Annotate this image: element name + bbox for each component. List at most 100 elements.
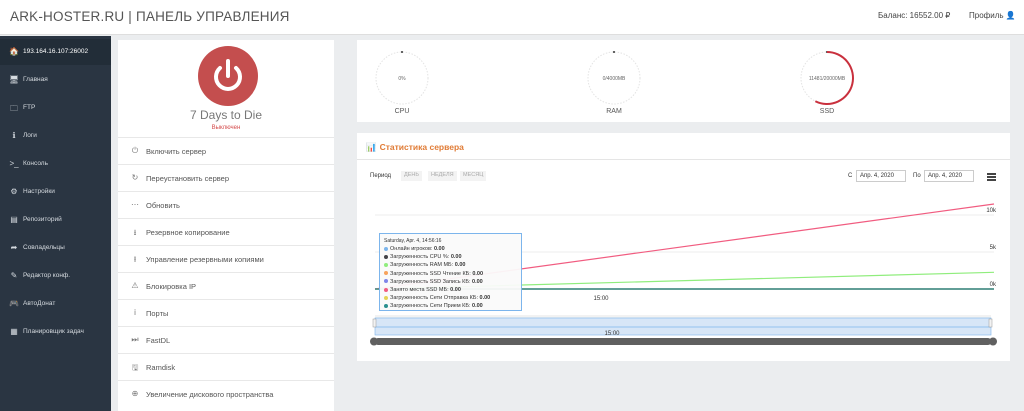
tooltip-series-name: Загруженность Сети Прием КБ [390, 303, 469, 310]
gears-icon: ⚙ [10, 187, 18, 196]
tooltip-separator: : [430, 246, 434, 252]
action-label: Блокировка IP [146, 282, 197, 291]
sidebar-item[interactable]: 🎮 АвтоДонат [0, 291, 111, 317]
action-item[interactable]: ⏻ Включить сервер [118, 137, 334, 164]
sidebar-item-label: Настройки [23, 188, 55, 195]
resource-gauges-panel: 0% CPU 0/4000MB RAM 11481/20000MB SSD [357, 40, 1010, 122]
navigator-label: 15:00 [604, 331, 620, 337]
gauge-ssd: 11481/20000MB [797, 48, 857, 108]
tooltip-value: 0.00 [450, 287, 461, 294]
sidebar-item-label: Главная [23, 76, 48, 83]
action-label: Включить сервер [146, 147, 207, 156]
save-icon: 🖫 [131, 363, 139, 372]
server-status: Выключен [211, 125, 241, 131]
chart-tooltip: Saturday, Apr. 4, 14:56:16 Онлайн игроко… [379, 233, 522, 311]
monitor-icon: 🖥 [9, 75, 20, 84]
gauge-label: CPU [394, 108, 410, 115]
sidebar-item[interactable]: 🖥 Главная [0, 67, 111, 93]
series-color-dot [384, 246, 388, 251]
tooltip-row: Занято места SSD МБ: 0.00 [384, 286, 517, 294]
hdd-icon: ▤ [10, 215, 18, 224]
action-item[interactable]: ⚠ Блокировка IP [118, 272, 334, 299]
action-label: Увеличение дискового пространства [146, 390, 274, 399]
action-item[interactable]: ⊕ Увеличение дискового пространства [118, 380, 334, 407]
action-item[interactable]: ⭳ Резервное копирование [118, 218, 334, 245]
action-item[interactable]: ⏭ FastDL [118, 326, 334, 353]
sidebar-item[interactable]: ⚙ Настройки [0, 179, 111, 205]
tooltip-separator: : [447, 287, 451, 294]
sidebar-item[interactable]: 🏠 193.164.16.107:26002 [0, 39, 111, 65]
scrollbar-right-button [989, 337, 997, 346]
from-date-input[interactable]: Апр. 4, 2020 [856, 170, 906, 182]
tooltip-separator: : [468, 303, 473, 310]
sidebar-item-label: Репозиторий [23, 216, 62, 223]
gauge-fill-arc [814, 51, 854, 105]
series-color-dot [384, 271, 388, 276]
profile-link[interactable]: Профиль 👤 [969, 11, 1016, 20]
action-label: FastDL [146, 336, 171, 345]
tooltip-row: Загруженность SSD Запись КБ: 0.00 [384, 278, 517, 286]
period-day-button[interactable]: ДЕНЬ [401, 171, 422, 181]
y-tick-label: 10k [986, 208, 997, 214]
download-icon: ⭳ [133, 228, 137, 237]
tooltip-row: Загруженность CPU %: 0.00 [384, 253, 517, 261]
brand-title[interactable]: ARK-HOSTER.RU | ПАНЕЛЬ УПРАВЛЕНИЯ [10, 9, 290, 24]
tooltip-value: 0.00 [450, 254, 462, 261]
sidebar-item[interactable]: >_ Консоль [0, 151, 111, 177]
action-label: Обновить [146, 201, 180, 210]
scrollbar-left-button [370, 337, 378, 346]
period-month-button[interactable]: МЕСЯЦ [460, 171, 487, 181]
tooltip-series-name: Онлайн игроков [390, 246, 431, 252]
home-icon: 🏠 [9, 47, 19, 56]
tooltip-row: Загруженность RAM МБ: 0.00 [384, 261, 517, 269]
tooltip-series-name: Загруженность Сети Отправка КБ [390, 295, 477, 302]
sidebar-item[interactable]: ➦ Совладельцы [0, 235, 111, 261]
gauge-start-marker [401, 51, 403, 53]
action-item[interactable]: ↻ Переустановить сервер [118, 164, 334, 191]
stats-title-text: Статистика сервера [379, 142, 464, 152]
edit-icon: ✎ [10, 271, 18, 280]
sidebar-item[interactable]: ▦ Планировщик задач [0, 319, 111, 345]
tooltip-series-name: Загруженность CPU % [390, 254, 448, 261]
terminal-icon: >_ [9, 159, 19, 168]
gauge-ram: 0/4000MB [584, 48, 644, 108]
tooltip-row: Загруженность SSD Чтение КБ: 0.00 [384, 270, 517, 278]
chart-menu-icon[interactable] [987, 173, 996, 181]
tooltip-series-name: Занято места SSD МБ [390, 287, 448, 294]
share-icon: ➦ [10, 243, 18, 252]
fast-forward-icon: ⏭ [131, 335, 139, 344]
scrollbar-thumb [375, 338, 991, 345]
action-item[interactable]: ⋯ Обновить [118, 191, 334, 218]
sidebar-item-label: Совладельцы [23, 244, 65, 251]
stats-title: 📊 Статистика сервера [366, 142, 464, 153]
to-label: По [913, 173, 921, 179]
action-item[interactable]: i Порты [118, 299, 334, 326]
sidebar-item[interactable]: 🗀 FTP [0, 95, 111, 121]
sidebar-item-label: Консоль [23, 160, 48, 167]
to-date-input[interactable]: Апр. 4, 2020 [924, 170, 974, 182]
series-color-dot [384, 254, 388, 259]
series-color-dot [384, 295, 388, 300]
sidebar-item[interactable]: ▤ Репозиторий [0, 207, 111, 233]
sidebar-item[interactable]: ℹ Логи [0, 123, 111, 149]
upload-icon: ⭱ [133, 255, 137, 264]
sidebar-item-label: Логи [23, 132, 37, 139]
action-label: Резервное копирование [146, 228, 230, 237]
server-control-panel: 7 Days to Die Выключен ⏻ Включить сервер ↻… [118, 40, 334, 411]
action-item[interactable]: ⭱ Управление резервными копиями [118, 245, 334, 272]
sidebar-item-label: 193.164.16.107:26002 [23, 48, 89, 55]
server-name: 7 Days to Die [189, 108, 263, 122]
action-label: Переустановить сервер [146, 174, 230, 183]
plus-circle-icon: ⊕ [131, 389, 139, 398]
sidebar-item[interactable]: ✎ Редактор конф. [0, 263, 111, 289]
x-tick-label: 15:00 [593, 296, 609, 302]
tooltip-value: 0.00 [472, 270, 484, 277]
action-item[interactable]: 🖫 Ramdisk [118, 353, 334, 380]
tooltip-value: 0.00 [472, 303, 483, 310]
period-week-button[interactable]: НЕДЕЛЯ [428, 171, 457, 181]
power-button[interactable] [198, 46, 258, 106]
tooltip-value: 0.00 [433, 246, 445, 252]
calendar-icon: ▦ [10, 327, 18, 336]
gauge-track [587, 51, 641, 105]
sidebar-item-label: Планировщик задач [23, 328, 84, 335]
